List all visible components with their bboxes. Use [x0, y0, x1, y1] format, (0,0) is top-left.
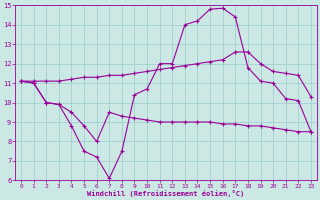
X-axis label: Windchill (Refroidissement éolien,°C): Windchill (Refroidissement éolien,°C)	[87, 190, 244, 197]
